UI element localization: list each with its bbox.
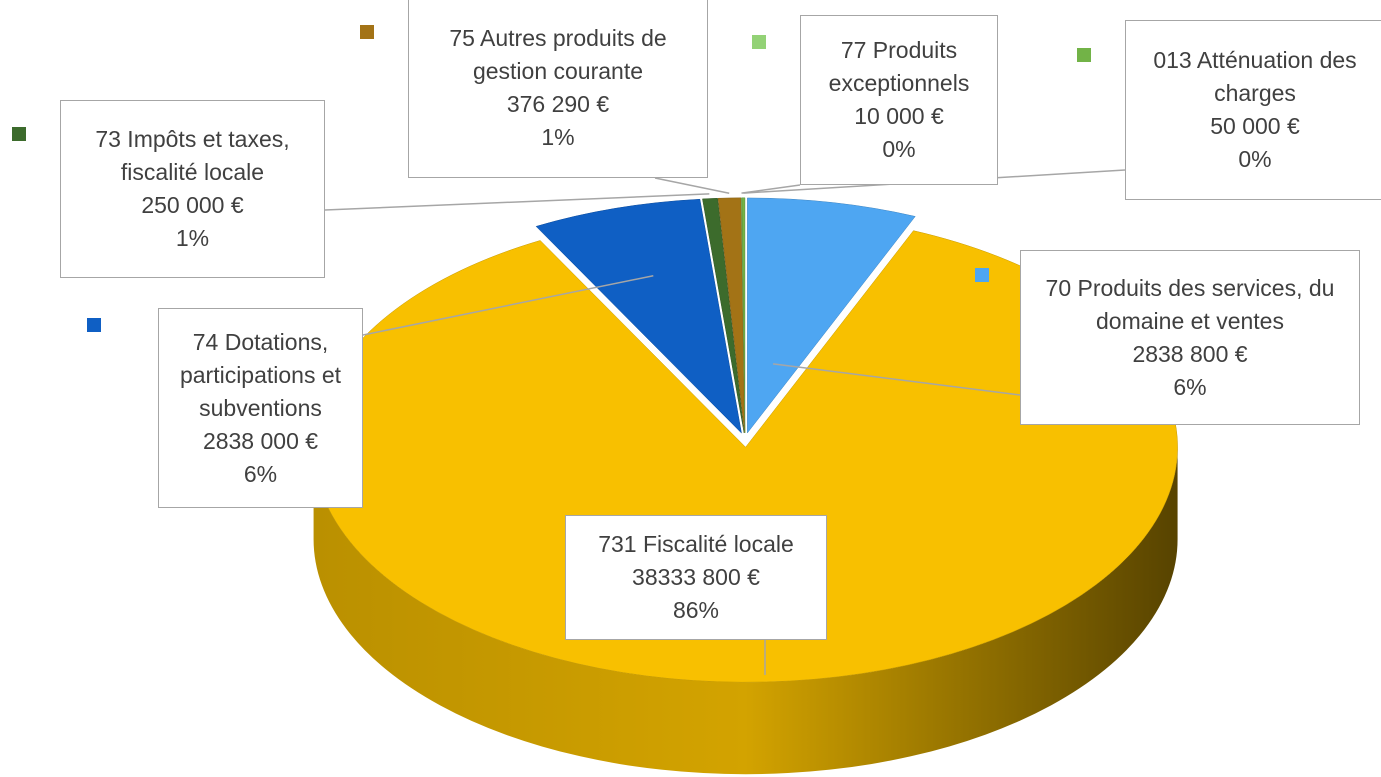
data-label: 1%	[175, 225, 210, 251]
slice-side	[313, 447, 1178, 775]
data-callout: 77 Produits exceptionnels 10 000 € 0%	[800, 15, 998, 185]
slice-label: 77 Produits exceptionnels	[828, 37, 970, 96]
data-label: 0%	[1238, 146, 1272, 172]
data-label: 250 000 €	[141, 192, 244, 218]
data-callout: 70 Produits des services, du domaine et …	[1020, 250, 1360, 425]
legend-swatch	[752, 35, 766, 49]
legend-swatch	[12, 127, 26, 141]
data-label: 38333 800 €	[632, 564, 760, 590]
legend-swatch	[519, 532, 533, 546]
data-label: 6%	[1173, 373, 1207, 400]
data-label: 86%	[672, 597, 720, 623]
leader-line	[741, 184, 801, 194]
slice	[741, 197, 746, 433]
slice	[535, 198, 742, 434]
data-label: 0%	[882, 136, 916, 162]
data-label: 1%	[541, 124, 575, 150]
slice-label: 73 Impôts et taxes, fiscalité locale	[95, 126, 290, 185]
data-callout: 013 Atténuation des charges 50 000 € 0%	[1125, 20, 1381, 200]
data-callout: 731 Fiscalité locale 38333 800 € 86%	[565, 515, 827, 640]
data-label: 2838 800 €	[1132, 340, 1248, 367]
slice-label: 70 Produits des services, du domaine et …	[1045, 274, 1335, 334]
data-callout: 73 Impôts et taxes, fiscalité locale 250 …	[60, 100, 325, 278]
legend-swatch	[87, 318, 101, 332]
leader-line	[654, 177, 730, 194]
legend-swatch	[975, 268, 989, 282]
legend-swatch	[360, 25, 374, 39]
leader-line	[362, 275, 654, 336]
data-callout: 74 Dotations, participations et subventi…	[158, 308, 363, 508]
data-callout: 75 Autres produits de gestion courante 37…	[408, 0, 708, 178]
legend-swatch	[1077, 48, 1091, 62]
slice	[702, 198, 745, 433]
data-label: 50 000 €	[1210, 113, 1300, 139]
slice-label: 731 Fiscalité locale	[598, 531, 794, 557]
data-label: 2838 000 €	[202, 427, 319, 454]
slice	[717, 197, 745, 433]
slice	[747, 197, 916, 434]
data-label: 6%	[243, 460, 278, 487]
leader-line	[324, 193, 710, 211]
slice-label: 74 Dotations, participations et subventi…	[179, 328, 342, 421]
slice-label: 75 Autres produits de gestion courante	[449, 25, 667, 84]
leader-line	[772, 363, 1021, 396]
data-label: 10 000 €	[854, 103, 944, 129]
data-label: 376 290 €	[506, 91, 610, 117]
slice-label: 013 Atténuation des charges	[1153, 47, 1357, 106]
